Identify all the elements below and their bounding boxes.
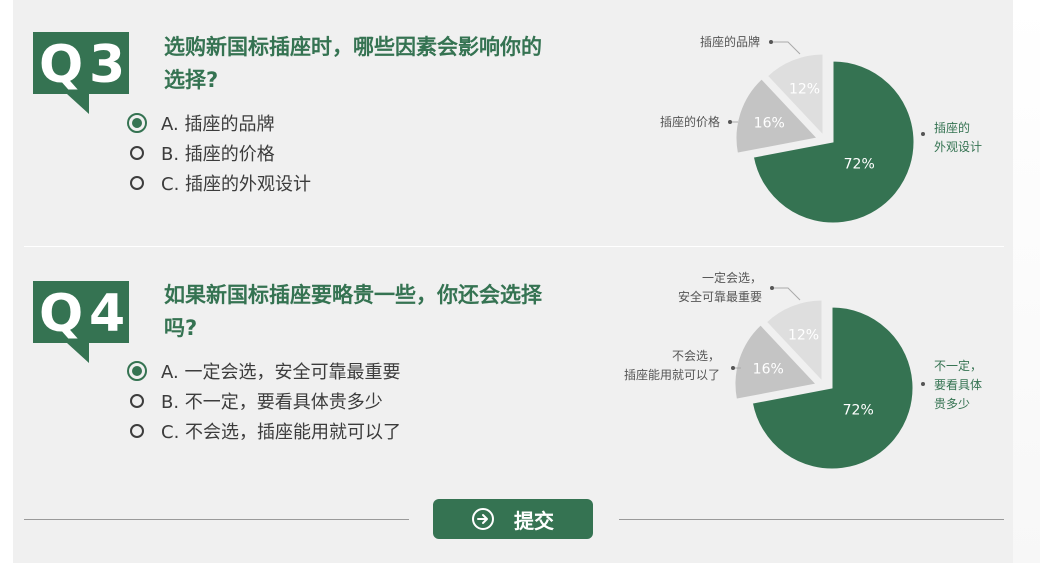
q3-title: 选购新国标插座时，哪些因素会影响你的 选择? — [164, 31, 542, 97]
pie-slice-value-2: 12% — [788, 327, 819, 343]
pie-slice-2 — [766, 53, 824, 137]
q4-title-line-2: 吗? — [164, 316, 198, 340]
section-divider — [24, 246, 1004, 247]
bottom-line-right — [619, 519, 1004, 520]
pie-slice-label-0-2: 贵多少 — [934, 397, 970, 411]
pie-slice-label-1-0: 插座的价格 — [660, 114, 720, 129]
q4-options: A. 一定会选，安全可靠最重要 B. 不一定，要看具体贵多少 C. 不会选，插座… — [127, 356, 401, 446]
pie-slice-label-2-0: 一定会选， — [702, 270, 762, 285]
pie-slice-label-0-1: 要看具体 — [934, 378, 982, 392]
pie-slice-label-2-0: 插座的品牌 — [700, 34, 760, 49]
q4-pie-chart: 72% 不一定， 要看具体贵多少 16% 不会选， 插座能用就可以了 12% 一定会选， 安全可… — [624, 270, 982, 470]
q3-title-line-2: 选择? — [164, 68, 219, 92]
pie-slice-1 — [734, 324, 817, 400]
pie-slice-label-0-1: 外观设计 — [934, 140, 982, 154]
q3-option-b[interactable]: B. 插座的价格 — [130, 138, 311, 168]
q4-badge-number: 4 — [89, 284, 125, 344]
pie-slice-label-0-0: 插座的 — [934, 120, 970, 135]
q3-option-c[interactable]: C. 插座的外观设计 — [130, 168, 311, 198]
q4-option-a[interactable]: A. 一定会选，安全可靠最重要 — [127, 356, 401, 386]
pie-slice-label-2-1: 安全可靠最重要 — [678, 289, 762, 304]
q4-option-b-radio[interactable] — [130, 394, 144, 408]
submit-label: 提交 — [514, 508, 554, 533]
q3-option-a-radio[interactable] — [127, 113, 147, 133]
q3-option-b-label: B. 插座的价格 — [161, 144, 275, 165]
pie-callout-dot-0 — [921, 382, 925, 386]
pie-slice-2 — [765, 299, 823, 383]
q3-option-c-radio[interactable] — [130, 176, 144, 190]
q4-option-b[interactable]: B. 不一定，要看具体贵多少 — [130, 386, 401, 416]
pie-callout-line-2 — [771, 41, 801, 55]
q4-title: 如果新国标插座要略贵一些，你还会选择 吗? — [164, 279, 542, 345]
pie-slice-label-0-0: 不一定， — [934, 358, 982, 373]
pie-slice-value-1: 16% — [754, 115, 785, 131]
q3-option-a-label: A. 插座的品牌 — [161, 114, 275, 135]
pie-slice-value-2: 12% — [789, 81, 820, 97]
q3-option-c-label: C. 插座的外观设计 — [161, 174, 312, 195]
pie-slice-0 — [751, 306, 914, 470]
pie-slice-value-0: 72% — [843, 403, 874, 419]
q3-pie-chart: 72% 插座的外观设计 16% 插座的价格 12% 插座的品牌 — [660, 34, 982, 224]
q4-title-line-1: 如果新国标插座要略贵一些，你还会选择 — [164, 283, 542, 307]
pie-slice-label-1-1: 插座能用就可以了 — [624, 367, 720, 382]
q3-badge-letter: Q — [39, 35, 83, 95]
pie-callout-dot-2 — [769, 40, 773, 44]
pie-slice-value-1: 16% — [753, 361, 784, 377]
q4-option-c[interactable]: C. 不会选，插座能用就可以了 — [130, 416, 401, 446]
q4-badge-letter: Q — [39, 284, 83, 344]
bottom-line-left — [24, 519, 409, 520]
q4-option-a-label: A. 一定会选，安全可靠最重要 — [161, 362, 401, 383]
q4-option-c-label: C. 不会选，插座能用就可以了 — [161, 422, 402, 443]
q3-badge: Q 3 — [33, 32, 129, 114]
q3-badge-number: 3 — [89, 35, 125, 95]
q3-title-line-1: 选购新国标插座时，哪些因素会影响你的 — [164, 35, 542, 59]
pie-callout-dot-0 — [921, 132, 925, 136]
pie-callout-line-2 — [772, 287, 801, 301]
submit-button[interactable]: 提交 — [433, 499, 593, 539]
q4-option-b-label: B. 不一定，要看具体贵多少 — [161, 392, 383, 413]
pie-callout-dot-1 — [728, 120, 732, 124]
pie-slice-label-1-0: 不会选， — [672, 349, 720, 363]
background-strip — [1013, 0, 1040, 563]
q3-options: A. 插座的品牌 B. 插座的价格 C. 插座的外观设计 — [127, 108, 311, 198]
arrow-right-circle-icon — [472, 508, 494, 530]
q4-option-c-radio[interactable] — [130, 424, 144, 438]
q4-badge: Q 4 — [33, 281, 129, 363]
q4-option-a-radio[interactable] — [127, 361, 147, 381]
q3-option-b-radio[interactable] — [130, 146, 144, 160]
pie-slice-value-0: 72% — [844, 157, 875, 173]
pie-slice-0 — [752, 60, 915, 224]
pie-callout-dot-1 — [731, 366, 735, 370]
q3-option-a[interactable]: A. 插座的品牌 — [127, 108, 311, 138]
pie-callout-dot-2 — [770, 286, 774, 290]
pie-slice-1 — [735, 78, 818, 154]
